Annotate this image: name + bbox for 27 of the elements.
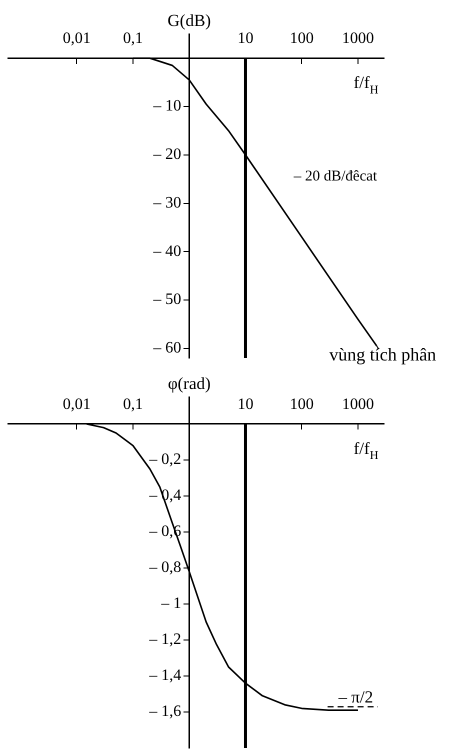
- x-tick-label: 100: [290, 30, 314, 47]
- x-tick-label: 0,01: [62, 30, 91, 47]
- y-tick-label: – 30: [152, 194, 182, 212]
- y-tick-label: – 1,4: [148, 667, 182, 684]
- x-tick-label: 0,1: [122, 396, 143, 413]
- y-tick-label: – 0,8: [148, 559, 182, 576]
- y-axis-title: φ(rad): [168, 374, 211, 393]
- y-tick-label: – 40: [152, 242, 182, 260]
- y-tick-label: – 1: [160, 595, 182, 612]
- x-tick-label: 10: [237, 396, 254, 413]
- x-tick-label: 0,01: [62, 396, 91, 413]
- ref-line-label: – π/2: [338, 688, 374, 707]
- y-tick-label: – 1,6: [148, 703, 182, 720]
- y-axis-title: G(dB): [168, 11, 211, 30]
- x-tick-label: 1000: [342, 396, 374, 413]
- x-tick-label: 1000: [342, 30, 374, 47]
- x-tick-label: 10: [237, 30, 254, 47]
- annotation: vùng tích phân: [329, 344, 436, 365]
- y-tick-label: – 1,2: [148, 631, 182, 648]
- y-tick-label: – 10: [152, 98, 182, 115]
- x-tick-label: 0,1: [122, 30, 143, 47]
- y-tick-label: – 0,2: [148, 451, 182, 468]
- y-tick-label: – 60: [152, 340, 182, 357]
- y-tick-label: – 50: [152, 291, 182, 308]
- x-tick-label: 100: [290, 396, 314, 413]
- y-tick-label: – 20: [152, 146, 182, 164]
- annotation: – 20 dB/đêcat: [292, 168, 378, 184]
